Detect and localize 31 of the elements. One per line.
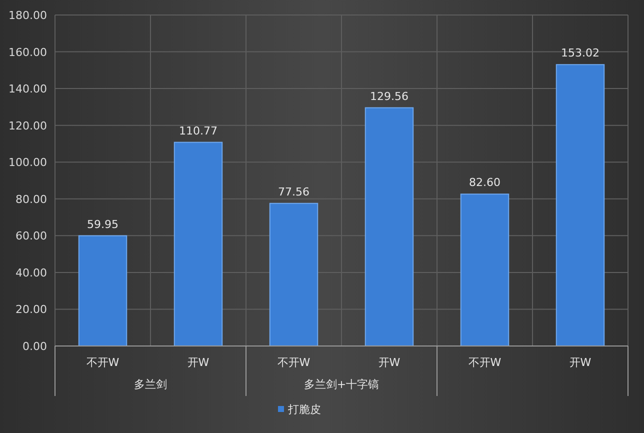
y-tick-label: 0.00 [22,340,47,353]
y-tick-label: 80.00 [16,192,47,206]
text: 82.60 [469,176,500,190]
text: 77.56 [278,185,310,198]
bar [174,142,223,346]
text: 153.02 [561,46,600,60]
y-tick-label: 160.00 [8,46,47,59]
y-tick-label: 100.00 [8,156,47,170]
bar [556,64,605,346]
x-tick-label: 不开W [468,356,502,369]
x-tick-label: 开W [378,356,400,369]
bar [269,202,318,346]
y-tick-label: 180.00 [8,9,47,22]
bar [460,194,510,346]
y-tick-label: 120.00 [8,119,47,132]
x-tick-label: 开W [187,356,210,369]
text: 多兰剑 [134,378,167,391]
x-tick-label: 不开W [86,356,120,369]
text: 多兰剑+十字镐 [304,378,380,391]
y-tick-label: 40.00 [16,266,47,280]
legend-item: 打脆皮 [278,403,321,416]
x-tick-label: 不开W [277,356,310,369]
text: 129.56 [370,90,408,103]
y-tick-label: 140.00 [8,82,47,96]
y-tick-label: 60.00 [16,230,47,243]
bar [78,235,128,346]
text: 59.95 [87,218,118,231]
x-tick-label: 开W [569,356,592,369]
text: 110.77 [179,124,218,138]
bar [364,107,414,346]
y-tick-label: 20.00 [16,303,47,316]
